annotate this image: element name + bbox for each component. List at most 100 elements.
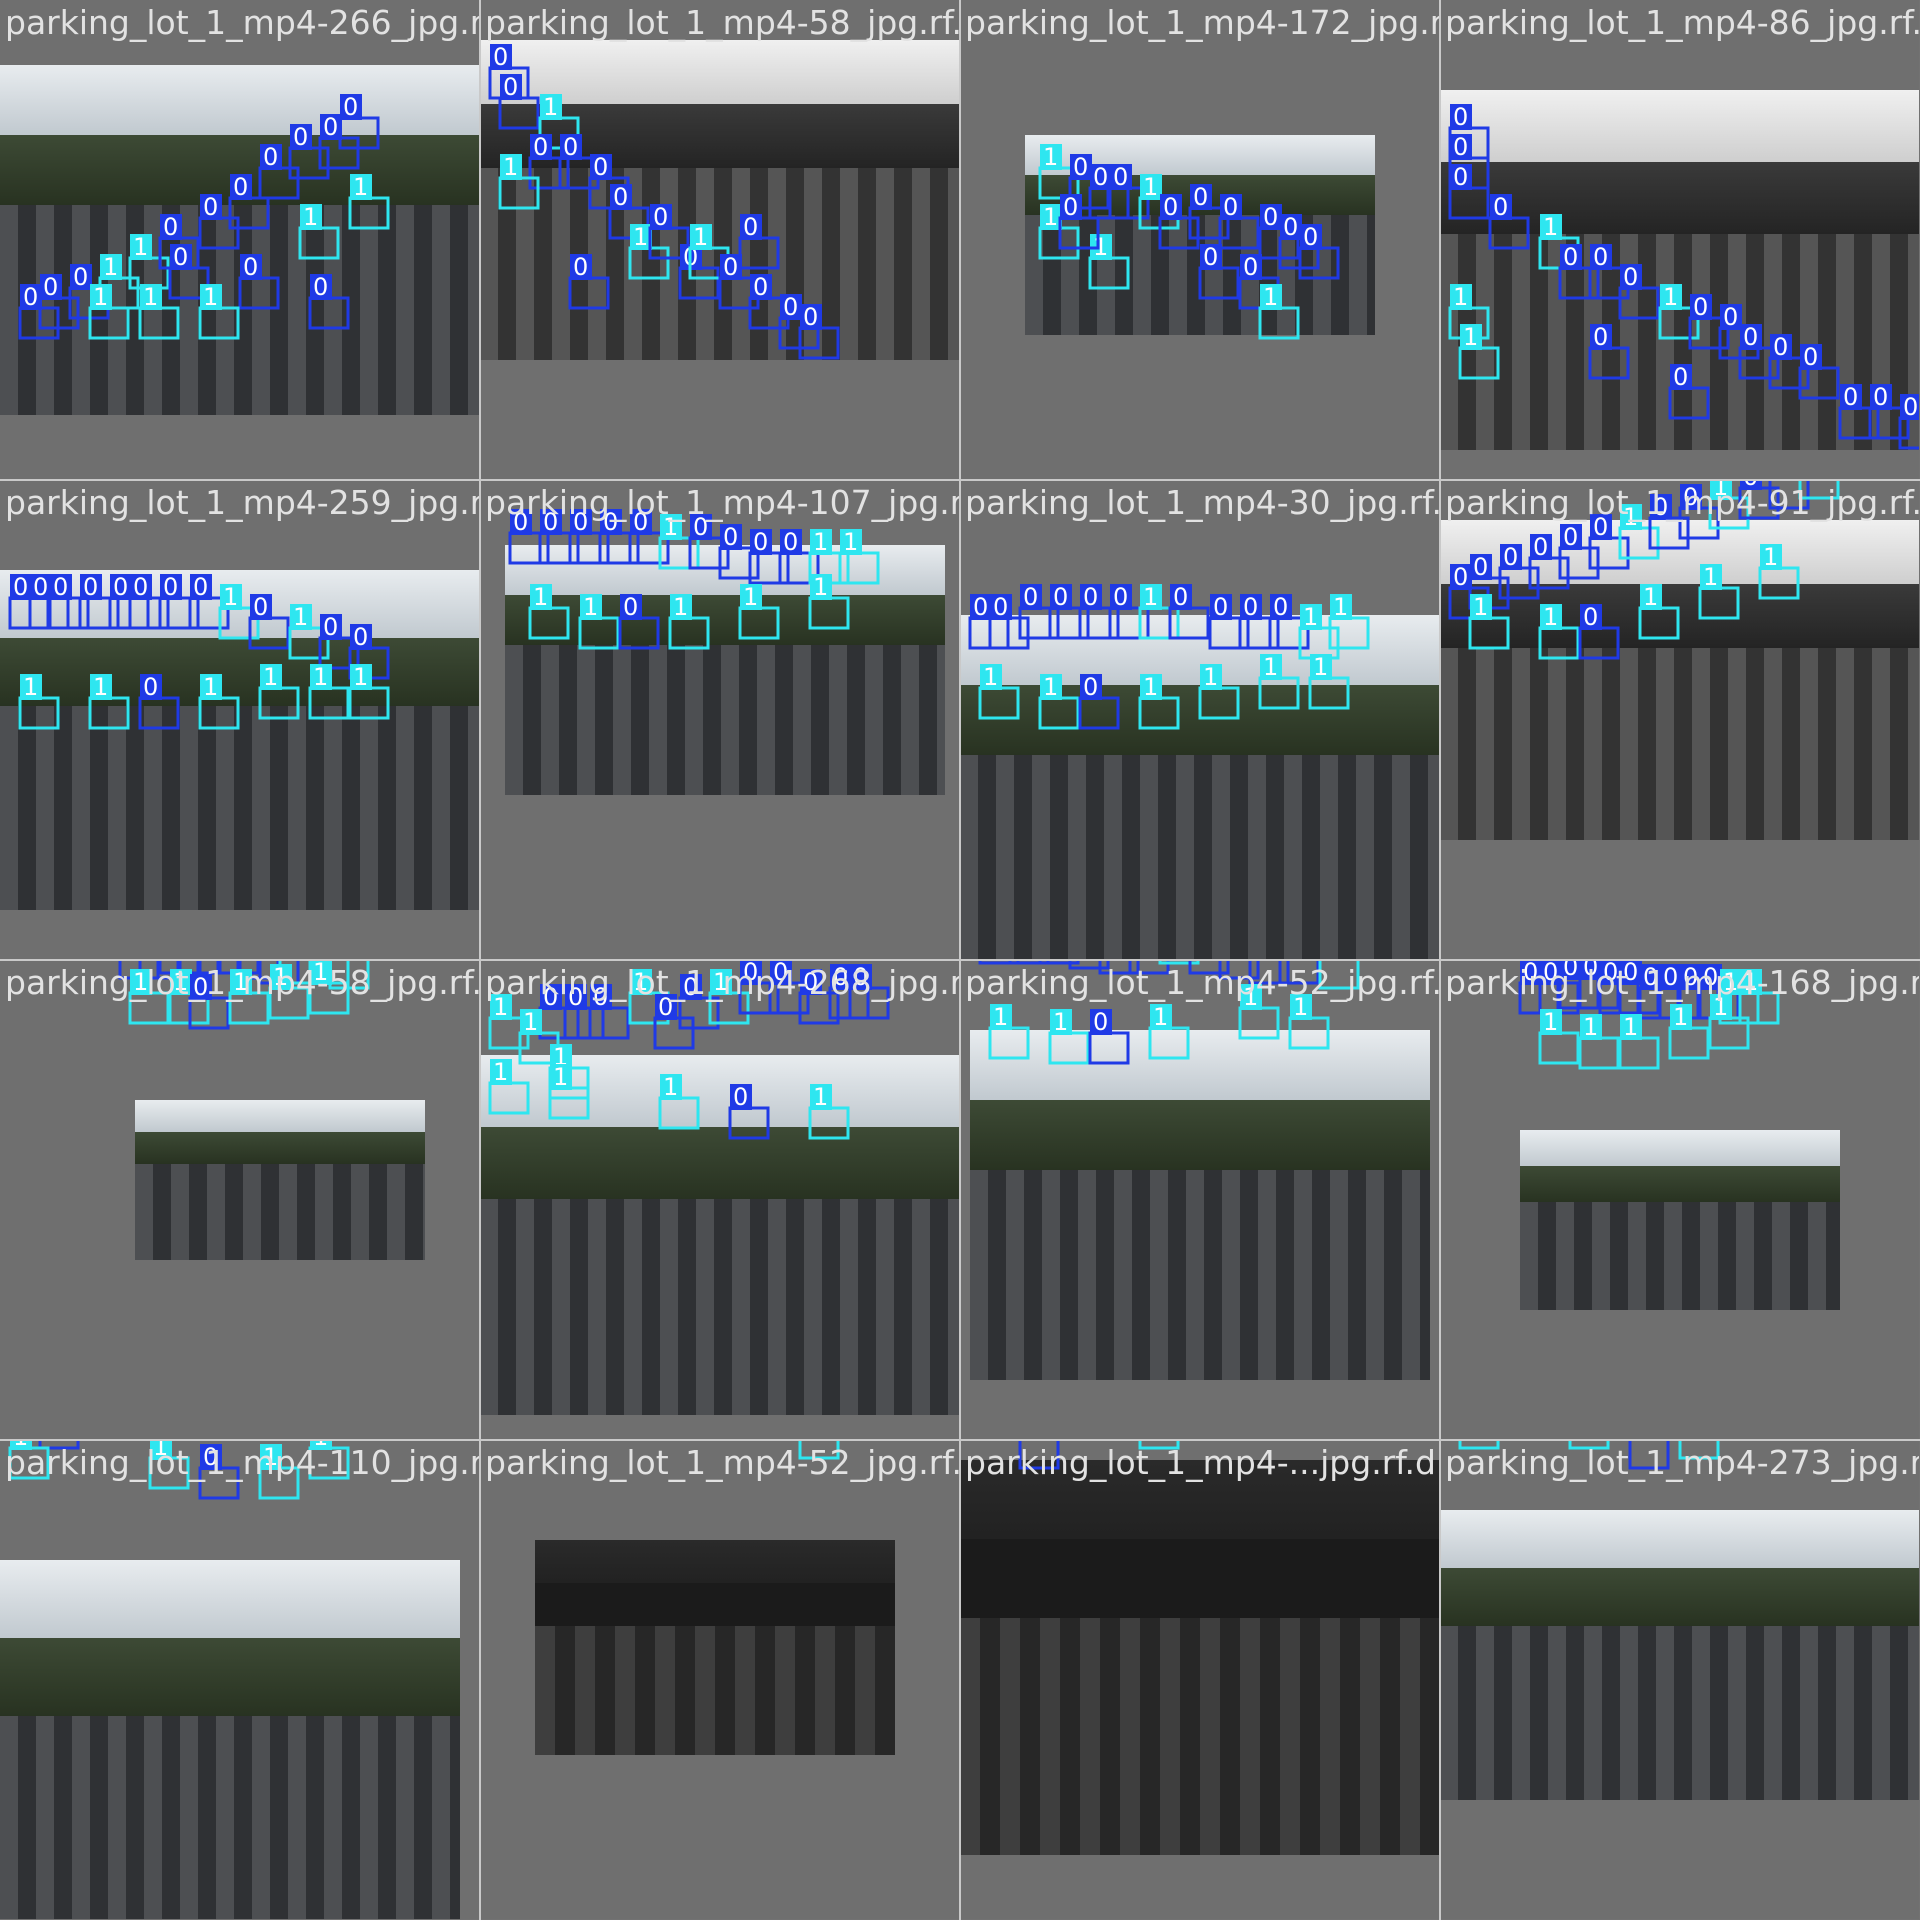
image-tile: 0 0 0 0 0 0 0 0 0 0 1 1 1 1 1 1 1 parking_lot_1_mp4-168_j… — [1440, 960, 1919, 1439]
detection-box-class-0: 0 — [1528, 533, 1570, 590]
class-label: 1 — [1713, 993, 1728, 1021]
detection-box-class-1: 1 — [88, 673, 130, 730]
class-label: 1 — [633, 968, 648, 996]
class-label: 0 — [753, 273, 768, 301]
detection-box-class-0: 0 — [38, 273, 80, 330]
class-label: 1 — [993, 1003, 1008, 1031]
detection-box-class-0: 0 — [1188, 183, 1230, 240]
detection-box-class-0: 0 — [1188, 960, 1230, 975]
grid-divider — [1439, 0, 1441, 1920]
class-label: 0 — [1603, 960, 1618, 986]
class-label: 1 — [1043, 203, 1058, 231]
detection-overlay: 0000001001001110111 — [1448, 480, 1840, 660]
class-label: 1 — [23, 673, 38, 701]
class-label: 0 — [693, 513, 708, 541]
class-label: 1 — [1043, 673, 1058, 701]
detection-box-class-0: 0 — [778, 293, 820, 350]
detection-box-class-1: 1 — [1538, 603, 1580, 660]
class-label: 0 — [193, 573, 208, 601]
class-label: 0 — [1903, 393, 1918, 421]
class-label: 0 — [658, 993, 673, 1021]
detection-box-class-0: 0 — [1168, 583, 1210, 640]
detection-box-class-0: 0 — [1098, 960, 1140, 975]
class-label: 1 — [1313, 653, 1328, 681]
detection-box-class-1: 1 — [1638, 583, 1680, 640]
class-label: 0 — [543, 983, 558, 1011]
class-label: 1 — [1263, 653, 1278, 681]
class-label: 0 — [243, 253, 258, 281]
class-label: 0 — [573, 508, 588, 536]
detection-box-class-0: 0 — [1898, 393, 1919, 450]
class-label: 0 — [1263, 203, 1278, 231]
detection-box-class-0: 0 — [1538, 960, 1580, 1015]
class-label: 0 — [1073, 153, 1088, 181]
parking-lot-photo — [480, 1055, 959, 1415]
detection-box-class-1: 1 — [838, 528, 880, 585]
detection-box-class-0: 0 — [138, 960, 180, 980]
class-label: 1 — [1153, 1003, 1168, 1031]
class-label: 0 — [733, 1083, 748, 1111]
tile-filename: parking_lot_1_mp4-266_jpg.rf.8ce1ba46280… — [5, 3, 479, 42]
class-label: 1 — [153, 1440, 168, 1461]
class-label: 0 — [1453, 103, 1468, 131]
detection-box-class-0: 0 — [1448, 163, 1490, 220]
tile-filename: parking_lot_1_mp4-58_jpg.rf.03ba6fd0f43 — [485, 3, 959, 42]
tile-filename: parking_lot_1_mp4-52_jpg.rf.2ac09022b01c… — [485, 1443, 959, 1482]
parking-lot-photo — [0, 1560, 460, 1919]
class-label: 1 — [263, 1443, 278, 1471]
class-label: 0 — [1563, 243, 1578, 271]
detection-box-class-0: 0 — [288, 123, 330, 180]
class-label: 0 — [1703, 963, 1718, 991]
class-label: 0 — [623, 593, 638, 621]
tile-filename: parking_lot_1_mp4-273_jpg.rf.d... — [1445, 1443, 1919, 1482]
detection-box-class-1: 1 — [1138, 1440, 1180, 1450]
detection-box-class-0: 0 — [1558, 523, 1600, 580]
detection-box-class-1: 1 — [488, 1058, 530, 1115]
class-label: 0 — [143, 673, 158, 701]
class-label: 1 — [1643, 583, 1658, 611]
detection-box-class-0: 0 — [1298, 223, 1340, 280]
detection-box-class-0: 0 — [128, 573, 170, 630]
detection-box-class-0: 0 — [1738, 323, 1780, 380]
class-label: 1 — [13, 1440, 28, 1451]
detection-box-class-0: 0 — [568, 253, 610, 310]
class-label: 0 — [1653, 493, 1668, 521]
detection-box-class-1: 1 — [1618, 503, 1660, 560]
class-label: 1 — [1673, 1003, 1688, 1031]
detection-box-class-0: 0 — [1108, 583, 1150, 640]
class-label: 0 — [1683, 963, 1698, 991]
class-label: 1 — [1053, 1008, 1068, 1036]
class-label: 0 — [1453, 163, 1468, 191]
class-label: 0 — [743, 213, 758, 241]
detection-box-class-0: 0 — [1108, 163, 1150, 220]
class-label: 0 — [1063, 193, 1078, 221]
class-label: 0 — [573, 253, 588, 281]
detection-box-class-0: 0 — [1578, 603, 1620, 660]
tile-filename: parking_lot_1_mp4-172_jpg.rf.26bc26cf184 — [965, 3, 1439, 42]
detection-box-class-1: 1 — [18, 673, 60, 730]
class-label: 0 — [83, 573, 98, 601]
class-label: 0 — [1663, 963, 1678, 991]
class-label: 0 — [1283, 213, 1298, 241]
class-label: 0 — [723, 523, 738, 551]
class-label: 0 — [633, 508, 648, 536]
class-label: 1 — [103, 253, 118, 281]
class-label: 1 — [553, 1063, 568, 1091]
detection-box-class-0: 0 — [1738, 480, 1780, 520]
detection-box-class-0: 0 — [1248, 960, 1290, 985]
class-label: 0 — [1743, 323, 1758, 351]
detection-box-class-1: 1 — [1158, 960, 1200, 965]
class-label: 0 — [783, 293, 798, 321]
class-label: 1 — [303, 203, 318, 231]
detection-box-class-0: 0 — [738, 213, 780, 270]
class-label: 0 — [1683, 483, 1698, 511]
class-label: 0 — [783, 528, 798, 556]
detection-box-class-1: 1 — [88, 283, 130, 340]
detection-box-class-0: 0 — [1078, 673, 1120, 730]
class-label: 0 — [1563, 523, 1578, 551]
detection-box-class-1: 1 — [308, 1440, 350, 1480]
class-label: 0 — [1213, 593, 1228, 621]
detection-box-class-1: 1 — [1708, 993, 1750, 1050]
